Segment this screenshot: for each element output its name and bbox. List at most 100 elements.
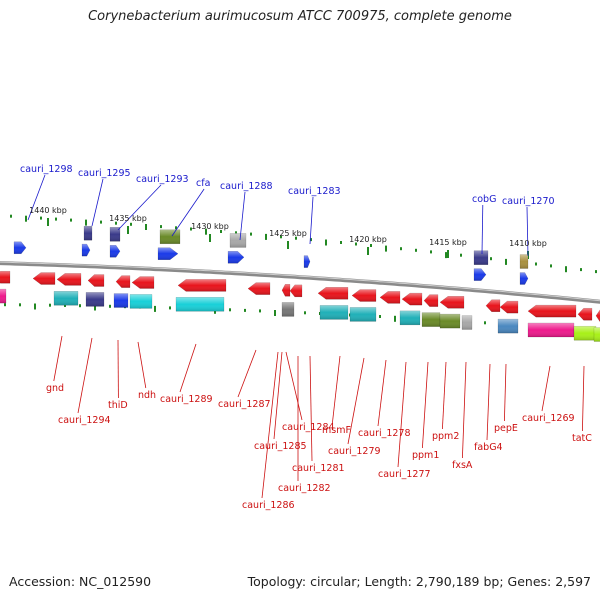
upper-gene-arrow-shade	[110, 245, 120, 257]
upper-tick	[55, 218, 57, 221]
bottom-leader-line	[487, 364, 490, 440]
red-gene-arrow-shade	[596, 310, 600, 322]
bottom-leader-line	[542, 366, 550, 411]
bottom-gene-label: cauri_1287	[218, 399, 271, 410]
top-leader-line	[118, 185, 161, 230]
scale-tick-label: 1425 kbp	[269, 229, 307, 238]
gene-box-shade	[176, 297, 224, 311]
bottom-gene-label: cauri_1285	[254, 441, 307, 452]
bottom-gene-label: ppm2	[432, 431, 459, 442]
lower-tick	[394, 316, 396, 322]
bottom-gene-label: fxsA	[452, 460, 473, 471]
red-gene-arrow-shade	[380, 291, 400, 303]
bottom-leader-line	[138, 342, 146, 388]
top-gene-label: cauri_1270	[502, 196, 555, 207]
upper-tick	[100, 221, 102, 224]
genome-summary-text: Topology: circular; Length: 2,790,189 bp…	[248, 574, 591, 589]
upper-gene-box-shade	[520, 255, 528, 269]
red-gene-arrow-shade	[282, 284, 290, 296]
lower-tick	[109, 305, 111, 308]
upper-gene-box-shade	[84, 226, 92, 240]
bottom-gene-label: cauri_1289	[160, 394, 213, 405]
bottom-gene-label: gnd	[46, 383, 64, 394]
red-gene-arrow-shade	[132, 277, 154, 289]
red-gene-arrow-shade	[318, 287, 348, 299]
gene-box-shade	[320, 305, 348, 319]
red-gene-arrow-shade	[57, 273, 81, 285]
gene-box-shade	[528, 323, 574, 337]
upper-gene-arrow-shade	[474, 269, 486, 281]
gene-box-shade	[130, 294, 152, 308]
bottom-leader-line	[504, 364, 506, 421]
bottom-gene-label: thiD	[108, 400, 128, 411]
top-leader-line	[482, 205, 483, 254]
red-gene-arrow-shade	[88, 275, 104, 287]
gene-box-shade	[498, 319, 518, 333]
gene-box-shade	[114, 294, 128, 308]
bottom-leader-line	[274, 352, 282, 439]
upper-tick	[340, 241, 342, 244]
upper-gene-arrow-shade	[82, 244, 90, 256]
upper-tick	[595, 270, 597, 273]
upper-gene-arrow-shade	[304, 256, 310, 268]
upper-tick	[145, 224, 147, 230]
upper-tick	[250, 233, 252, 236]
lower-tick	[229, 308, 231, 311]
bottom-leader-line	[442, 362, 446, 429]
lower-tick	[244, 309, 246, 312]
upper-gene-arrow-shade	[520, 273, 528, 285]
bottom-leader-line	[286, 352, 302, 420]
upper-tick	[430, 250, 432, 253]
upper-tick	[40, 217, 42, 220]
gene-box-shade	[0, 289, 6, 303]
red-gene-arrow-shade	[290, 285, 302, 297]
upper-tick	[160, 225, 162, 228]
gene-box-shade	[54, 291, 78, 305]
bottom-gene-label: tatC	[572, 433, 592, 444]
upper-tick	[535, 263, 537, 266]
upper-tick	[70, 219, 72, 222]
upper-tick	[265, 234, 267, 240]
upper-gene-box-shade	[160, 230, 180, 244]
top-leader-line	[92, 179, 103, 226]
bottom-leader-line	[378, 360, 386, 426]
lower-tick	[259, 309, 261, 312]
upper-gene-arrow-shade	[14, 242, 26, 254]
red-gene-arrow-shade	[486, 300, 500, 312]
lower-tick	[154, 306, 156, 312]
bottom-leader-line	[78, 338, 92, 413]
upper-tick	[10, 215, 12, 218]
bottom-gene-label: cauri_1281	[292, 463, 345, 474]
top-gene-label: cauri_1295	[78, 168, 131, 179]
upper-tick	[85, 220, 87, 226]
scale-tick-label: 1415 kbp	[429, 238, 467, 247]
gene-box-shade	[350, 307, 376, 321]
scale-tick	[127, 226, 129, 234]
bottom-gene-label: cauri_1269	[522, 413, 575, 424]
lower-tick	[19, 303, 21, 306]
upper-tick	[550, 264, 552, 267]
bottom-gene-label: cauri_1277	[378, 469, 431, 480]
gene-box-shade	[422, 313, 440, 327]
lower-tick	[379, 315, 381, 318]
gene-box-shade	[440, 314, 460, 328]
lower-tick	[4, 303, 6, 306]
bottom-gene-label: cauri_1286	[242, 500, 295, 511]
scale-tick	[447, 250, 449, 258]
upper-tick	[490, 257, 492, 260]
red-gene-arrow-shade	[33, 273, 55, 285]
lower-tick	[34, 304, 36, 310]
bottom-leader-line	[582, 366, 584, 431]
scale-tick-label: 1435 kbp	[109, 214, 147, 223]
top-gene-label: cauri_1288	[220, 181, 273, 192]
red-gene-arrow-shade	[0, 271, 10, 283]
red-gene-arrow-shade	[116, 276, 130, 288]
upper-gene-arrow-shade	[228, 251, 244, 263]
red-gene-arrow-shade	[248, 283, 270, 295]
upper-gene-box-shade	[474, 251, 488, 265]
red-gene-arrow-shade	[578, 308, 592, 320]
red-gene-arrow-shade	[352, 290, 376, 302]
upper-tick	[325, 240, 327, 246]
lower-tick	[49, 304, 51, 307]
upper-tick	[415, 249, 417, 252]
